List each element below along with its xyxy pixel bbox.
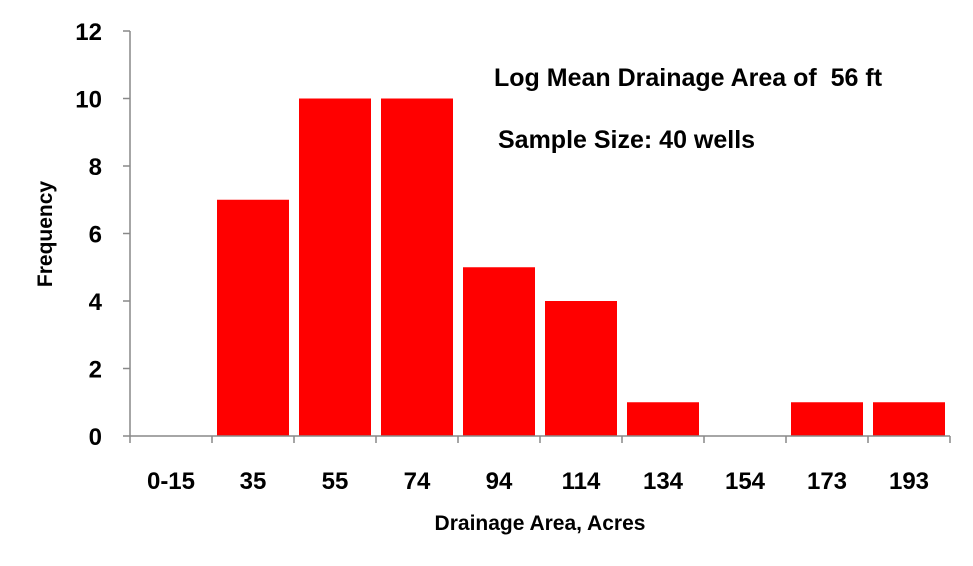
annotation-log-mean: Log Mean Drainage Area of 56 ft <box>494 64 883 92</box>
y-tick-label: 2 <box>89 357 102 384</box>
y-tick-label: 8 <box>89 154 102 181</box>
bar-114 <box>545 301 617 436</box>
bar-134 <box>627 402 699 436</box>
bar-35 <box>217 199 289 436</box>
y-tick-label: 10 <box>75 87 102 114</box>
y-tick-label: 4 <box>89 289 103 316</box>
y-axis-title: Frequency <box>34 181 57 288</box>
x-tick-label: 173 <box>807 468 847 495</box>
x-tick-label: 193 <box>889 468 929 495</box>
bar-173 <box>791 402 863 436</box>
y-tick-label: 12 <box>75 19 102 46</box>
x-tick-label: 154 <box>725 468 766 495</box>
x-tick-label: 134 <box>643 468 684 495</box>
bar-193 <box>873 402 945 436</box>
y-ticks-group: 0 2 4 6 8 10 12 <box>75 19 130 451</box>
x-tick-label: 94 <box>486 468 513 495</box>
x-tick-label: 55 <box>322 468 349 495</box>
x-tick-label: 35 <box>240 468 267 495</box>
y-tick-label: 0 <box>89 424 102 451</box>
x-tick-label: 74 <box>404 468 431 495</box>
y-tick-label: 6 <box>89 222 102 249</box>
bar-74 <box>381 98 453 436</box>
bar-55 <box>299 98 371 436</box>
x-tick-label: 0-15 <box>147 468 195 495</box>
bar-94 <box>463 267 535 436</box>
x-tick-label: 114 <box>562 468 601 495</box>
annotation-sample-size: Sample Size: 40 wells <box>498 126 755 154</box>
x-ticks-group: 0-15 35 55 74 94 114 134 154 173 193 <box>129 436 951 495</box>
bars-group <box>217 98 945 436</box>
x-axis-title: Drainage Area, Acres <box>435 512 646 535</box>
